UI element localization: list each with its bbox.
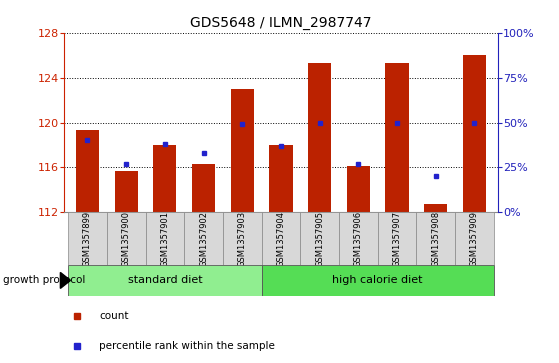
Bar [262, 212, 300, 265]
Text: GSM1357901: GSM1357901 [160, 211, 169, 267]
Bar [115, 171, 138, 212]
Title: GDS5648 / ILMN_2987747: GDS5648 / ILMN_2987747 [190, 16, 372, 30]
Polygon shape [60, 272, 70, 288]
Text: GSM1357899: GSM1357899 [83, 211, 92, 267]
Text: GSM1357900: GSM1357900 [122, 211, 131, 267]
Bar [68, 265, 262, 296]
Bar [308, 63, 331, 212]
Text: GSM1357908: GSM1357908 [431, 211, 440, 267]
Bar [347, 166, 370, 212]
Bar [76, 130, 99, 212]
Bar [385, 63, 409, 212]
Bar [192, 164, 215, 212]
Text: GSM1357902: GSM1357902 [199, 211, 208, 267]
Bar [339, 212, 377, 265]
Text: count: count [99, 311, 129, 321]
Bar [68, 212, 107, 265]
Text: GSM1357903: GSM1357903 [238, 211, 247, 267]
Bar [424, 204, 447, 212]
Bar [377, 212, 416, 265]
Bar [300, 212, 339, 265]
Text: GSM1357906: GSM1357906 [354, 211, 363, 267]
Text: percentile rank within the sample: percentile rank within the sample [99, 341, 275, 351]
Bar [153, 145, 177, 212]
Text: high calorie diet: high calorie diet [333, 276, 423, 285]
Bar [107, 212, 145, 265]
Text: GSM1357904: GSM1357904 [276, 211, 286, 267]
Bar [463, 55, 486, 212]
Text: GSM1357905: GSM1357905 [315, 211, 324, 267]
Text: standard diet: standard diet [127, 276, 202, 285]
Bar [145, 212, 184, 265]
Bar [223, 212, 262, 265]
Text: GSM1357907: GSM1357907 [392, 211, 401, 267]
Bar [184, 212, 223, 265]
Text: growth protocol: growth protocol [3, 276, 85, 285]
Bar [416, 212, 455, 265]
Bar [262, 265, 494, 296]
Bar [231, 89, 254, 212]
Bar [455, 212, 494, 265]
Text: GSM1357909: GSM1357909 [470, 211, 479, 267]
Bar [269, 145, 292, 212]
